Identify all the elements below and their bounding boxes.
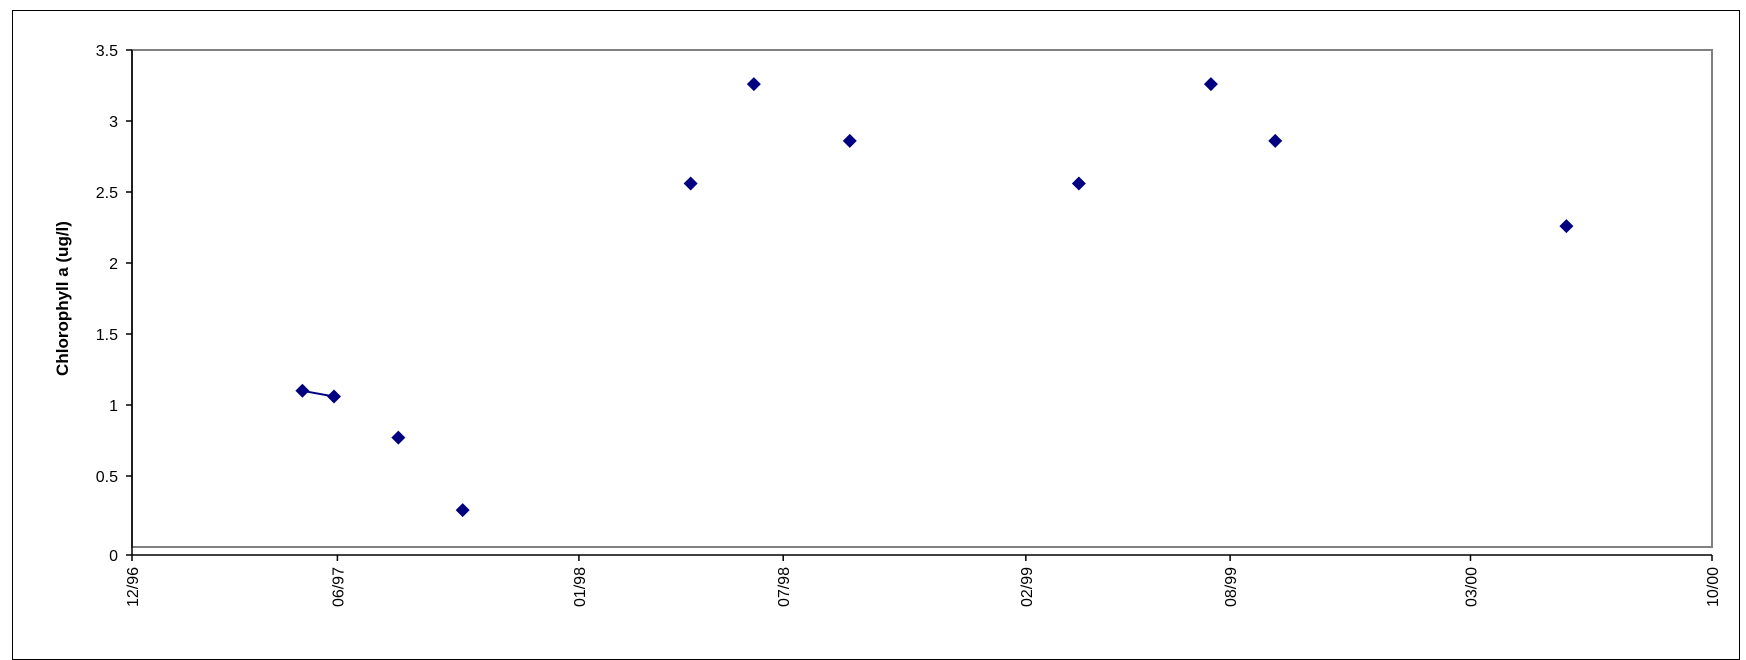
y-tick-label: 1 <box>109 398 118 415</box>
x-tick-label: 08/99 <box>1223 567 1240 607</box>
data-point <box>683 176 698 191</box>
data-point <box>1203 77 1218 92</box>
data-point <box>1268 133 1283 148</box>
x-tick-label: 03/00 <box>1463 567 1480 607</box>
x-tick-label: 06/97 <box>330 567 347 607</box>
y-axis: 0 0.5 1 1.5 2 2.5 3 3.5 <box>96 43 133 565</box>
x-tick-label: 10/00 <box>1705 567 1722 607</box>
x-axis: 12/96 06/97 01/98 07/98 02/99 08/99 03/00 10/00 <box>125 554 1722 607</box>
y-tick-label: 2 <box>109 256 118 273</box>
data-point <box>1559 219 1574 234</box>
series-layer <box>295 77 1574 518</box>
y-axis-title: Chlorophyll a (ug/l) <box>53 221 72 376</box>
x-tick-label: 02/99 <box>1019 567 1036 607</box>
plot-area <box>131 49 1713 548</box>
y-tick-label: 0.5 <box>96 469 118 486</box>
y-tick-label: 3 <box>109 114 118 131</box>
data-point <box>327 389 342 404</box>
y-tick-label: 2.5 <box>96 185 118 202</box>
data-point <box>455 503 470 518</box>
y-tick-label: 3.5 <box>96 43 118 60</box>
y-tick-label: 0 <box>109 548 118 565</box>
data-point <box>391 430 406 445</box>
data-point <box>746 77 761 92</box>
data-point <box>842 133 857 148</box>
data-point <box>1071 176 1086 191</box>
x-tick-label: 07/98 <box>776 567 793 607</box>
data-point <box>295 383 310 398</box>
x-tick-label: 01/98 <box>572 567 589 607</box>
y-tick-label: 1.5 <box>96 327 118 344</box>
x-tick-label: 12/96 <box>125 567 142 607</box>
